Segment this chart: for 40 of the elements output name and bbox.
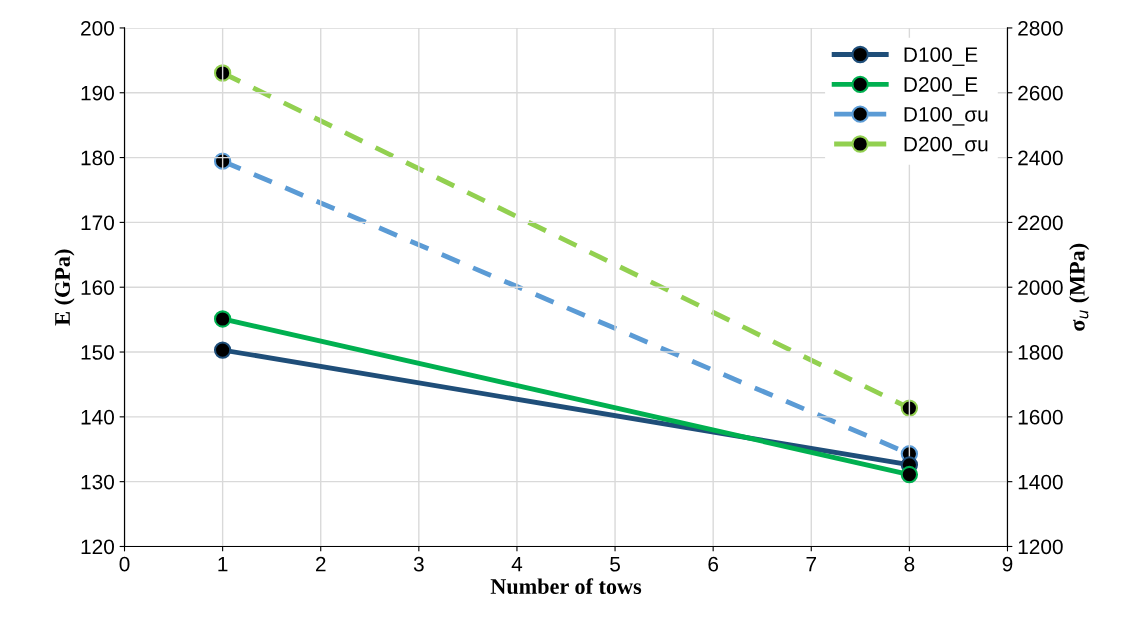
y-tick-label: 170 — [81, 215, 114, 231]
x-tick-label: 2 — [315, 556, 326, 572]
x-tick-label: 0 — [119, 556, 130, 572]
y2-tick-label: 1800 — [1018, 345, 1063, 360]
point — [900, 465, 919, 484]
y-tick-label: 160 — [81, 280, 114, 295]
x-tick-label: 9 — [1002, 556, 1013, 572]
point — [213, 310, 232, 328]
legend-label: D200_σu — [904, 136, 988, 156]
x-tick-label: 3 — [413, 556, 424, 572]
legend-label: D100_E — [904, 47, 978, 66]
y-tick-label: 180 — [81, 150, 114, 166]
y2-tick-label: 1600 — [1018, 409, 1063, 425]
y-axis-title: E (GPa) — [54, 249, 75, 326]
y-tick-label: 140 — [81, 409, 114, 425]
y-tick-label: 190 — [81, 85, 114, 101]
legend-label: D200_E — [904, 77, 978, 96]
x-tick-label: 6 — [708, 556, 719, 572]
point — [213, 341, 232, 359]
point — [900, 399, 919, 417]
x-tick-label: 5 — [610, 556, 620, 572]
x-axis-title: Number of tows — [490, 578, 642, 595]
x-tick-label: 1 — [218, 556, 228, 572]
x-tick-label: 7 — [806, 556, 817, 572]
y2-axis-title: σ$_{u}$ (MPa) — [1069, 243, 1090, 331]
y-tick-label: 120 — [81, 539, 114, 555]
y-tick-label: 200 — [81, 20, 114, 36]
y-tick-label: 150 — [81, 345, 114, 360]
x-tick-label: 4 — [511, 556, 523, 572]
y2-tick-label: 1200 — [1018, 539, 1063, 555]
y2-tick-label: 2200 — [1018, 215, 1063, 231]
y-tick-label: 130 — [81, 474, 114, 490]
x-tick-label: 8 — [904, 556, 915, 572]
y2-tick-label: 2600 — [1018, 85, 1063, 101]
point — [213, 64, 232, 82]
legend-label: D100_σu — [904, 106, 988, 126]
y2-tick-label: 2800 — [1018, 20, 1063, 36]
y2-tick-label: 2000 — [1018, 280, 1063, 295]
y2-tick-label: 1400 — [1018, 474, 1063, 490]
y2-tick-label: 2400 — [1018, 150, 1063, 166]
